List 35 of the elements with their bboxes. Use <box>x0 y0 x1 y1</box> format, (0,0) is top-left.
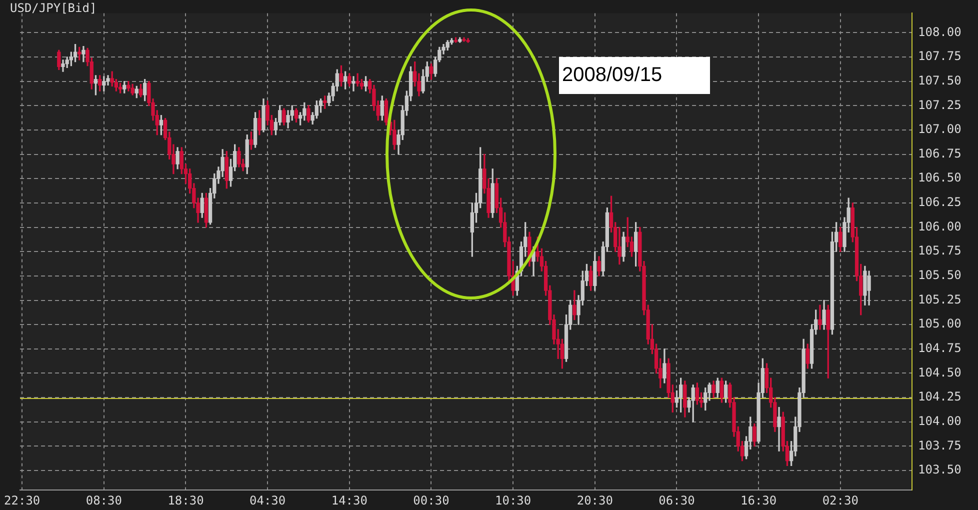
y-tick-label: 107.50 <box>918 73 962 88</box>
candlestick <box>818 304 822 330</box>
y-tick-label: 107.00 <box>918 122 962 136</box>
y-tick-label: 108.00 <box>918 24 962 39</box>
x-tick-label: 02:30 <box>822 493 858 508</box>
y-tick-label: 106.25 <box>918 195 962 210</box>
y-tick-label: 107.25 <box>918 98 962 112</box>
y-tick-label: 105.75 <box>918 244 962 258</box>
y-tick-label: 106.75 <box>918 146 962 160</box>
x-tick-label: 14:30 <box>331 493 368 508</box>
x-tick-label: 06:30 <box>658 493 695 508</box>
y-tick-label: 105.25 <box>918 292 962 306</box>
candlestick <box>777 406 781 452</box>
x-tick-label: 16:30 <box>740 493 777 508</box>
x-tick-label: 10:30 <box>495 493 532 508</box>
y-tick-label: 106.50 <box>918 170 962 185</box>
y-tick-label: 104.00 <box>918 414 962 428</box>
y-tick-label: 105.50 <box>918 268 962 282</box>
x-tick-label: 08:30 <box>86 493 122 508</box>
y-tick-label: 104.50 <box>918 365 962 380</box>
x-tick-label: 18:30 <box>168 493 204 508</box>
y-tick-label: 104.25 <box>918 390 962 404</box>
x-tick-label: 00:30 <box>413 493 450 508</box>
x-tick-label: 04:30 <box>250 493 286 508</box>
y-tick-label: 107.75 <box>918 49 962 64</box>
chart-title: USD/JPY[Bid] <box>10 1 97 15</box>
y-tick-label: 106.00 <box>918 219 962 234</box>
y-tick-label: 105.00 <box>918 316 962 331</box>
x-tick-label: 22:30 <box>4 493 40 508</box>
y-tick-label: 103.50 <box>918 462 962 477</box>
x-tick-label: 20:30 <box>576 493 613 508</box>
y-tick-label: 103.75 <box>918 438 962 452</box>
annotation: 2008/09/15 <box>559 57 710 94</box>
candlestick <box>352 76 356 92</box>
y-tick-label: 104.75 <box>918 341 962 356</box>
